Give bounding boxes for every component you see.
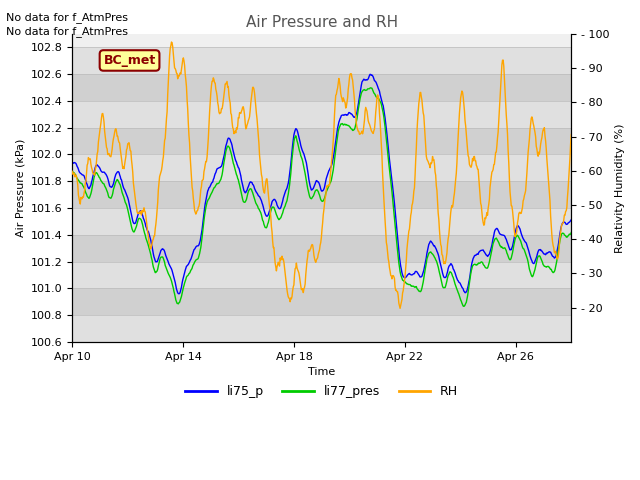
Bar (72, 74, 572, 101)
Bar (72, 101, 572, 128)
Y-axis label: Air Pressure (kPa): Air Pressure (kPa) (15, 139, 25, 237)
X-axis label: Time: Time (308, 367, 335, 377)
Bar (72, 48, 572, 74)
Bar (72, 262, 572, 288)
Text: BC_met: BC_met (104, 54, 156, 67)
Bar (72, 288, 572, 315)
Bar (72, 181, 572, 208)
Text: No data for f_AtmPres: No data for f_AtmPres (6, 26, 129, 37)
Title: Air Pressure and RH: Air Pressure and RH (246, 15, 397, 30)
Bar (72, 208, 572, 235)
Legend: li75_p, li77_pres, RH: li75_p, li77_pres, RH (180, 381, 463, 404)
Bar (72, 155, 572, 181)
Bar (72, 235, 572, 262)
Text: No data for f_AtmPres: No data for f_AtmPres (6, 12, 129, 23)
Y-axis label: Relativity Humidity (%): Relativity Humidity (%) (615, 123, 625, 252)
Bar (72, 315, 572, 342)
Bar (72, 128, 572, 155)
